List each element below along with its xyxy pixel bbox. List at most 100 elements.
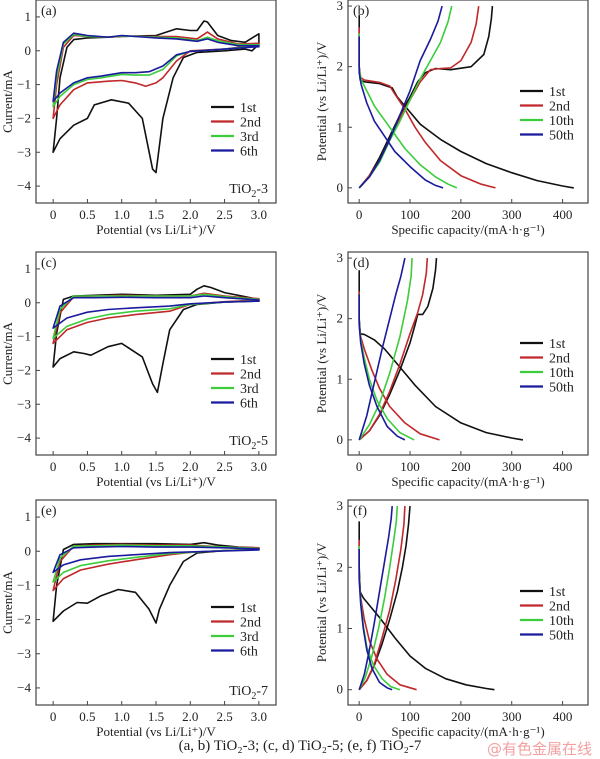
y-tick-label: 1 [337, 371, 344, 386]
y-tick-label: 1 [25, 9, 32, 24]
series-line-3rd [52, 33, 260, 108]
panel-d: 0 100 200 300 400 3 2 1 0 Specific capacity/(mA·h… [314, 250, 589, 489]
discharge-curve-10th [358, 294, 415, 441]
x-tick-label: 3.0 [251, 709, 267, 724]
series-group [358, 5, 574, 189]
x-axis-label: Specific capacity/(mA·h·g⁻¹) [391, 474, 544, 489]
y-tick-label: 3 [337, 498, 344, 513]
x-tick-label: 400 [553, 459, 573, 474]
legend-label: 1st [240, 601, 256, 616]
panel-a: 0 0.5 1.0 1.5 2.0 2.5 3.0 1 0 −1 −2 −3 −4 Potential (… [0, 0, 277, 237]
x-tick-label: 3.0 [251, 207, 267, 222]
charge-curve-2nd [358, 258, 429, 441]
series-line-6th [52, 295, 260, 329]
y-tick-label: 2 [337, 59, 344, 74]
x-tick-label: 100 [400, 207, 420, 222]
x-tick-label: 400 [553, 207, 573, 222]
discharge-curve-50th [358, 294, 406, 441]
legend-label: 3rd [240, 630, 259, 645]
y-tick-label: −2 [17, 362, 31, 377]
panel-label: (b) [353, 4, 370, 19]
series-group [52, 20, 260, 174]
series-group [358, 506, 495, 691]
y-tick-label: 3 [337, 0, 344, 13]
panel-label: (d) [353, 256, 370, 271]
y-tick-label: 1 [337, 119, 344, 134]
panel-c: 0 0.5 1.0 1.5 2.0 2.5 3.0 1 0 −1 −2 −3 −4 Potential (… [0, 251, 277, 489]
x-tick-label: 2.5 [216, 459, 232, 474]
x-tick-label: 400 [553, 709, 573, 724]
x-tick-label: 0.5 [79, 709, 95, 724]
panel-label: (f) [353, 504, 367, 519]
charge-curve-10th [358, 5, 453, 189]
y-axis-label: Current/mA [0, 570, 15, 633]
x-tick-label: 100 [400, 459, 420, 474]
legend-label: 2nd [549, 600, 570, 615]
x-tick-label: 2.0 [182, 207, 198, 222]
x-axis-label: Potential (vs Li/Li⁺)/V [96, 222, 216, 237]
y-tick-label: 2 [337, 559, 344, 574]
legend-label: 50th [549, 629, 574, 644]
x-tick-label: 300 [502, 207, 522, 222]
x-tick-label: 300 [502, 459, 522, 474]
panel-label: (c) [41, 256, 57, 271]
legend-label: 2nd [240, 368, 261, 383]
y-tick-label: 0 [25, 295, 32, 310]
y-tick-label: 0 [337, 432, 344, 447]
legend-label: 1st [240, 353, 256, 368]
legend-label: 3rd [240, 382, 259, 397]
discharge-curve-1st [358, 15, 574, 189]
plot-frame [347, 0, 589, 204]
charge-curve-50th [358, 5, 443, 189]
legend-label: 1st [240, 101, 256, 116]
y-tick-label: 0 [25, 43, 32, 58]
y-tick-label: −3 [17, 646, 31, 661]
plot-frame [347, 499, 589, 706]
legend-label: 1st [549, 337, 565, 352]
x-tick-label: 1.0 [114, 709, 130, 724]
y-tick-label: 1 [25, 509, 32, 524]
legend-label: 2nd [549, 352, 570, 367]
y-tick-label: 3 [337, 250, 344, 265]
y-axis-label: Current/mA [0, 69, 15, 132]
x-axis-label: Specific capacity/(mA·h·g⁻¹) [391, 222, 544, 237]
discharge-curve-1st [358, 270, 524, 441]
discharge-curve-50th [358, 36, 444, 189]
x-tick-label: 0 [50, 459, 57, 474]
legend-label: 6th [240, 145, 258, 160]
y-tick-label: 2 [337, 311, 344, 326]
x-tick-label: 1.5 [148, 709, 164, 724]
y-tick-label: −1 [17, 329, 31, 344]
y-tick-label: −1 [17, 577, 31, 592]
y-tick-label: −2 [17, 110, 31, 125]
x-tick-label: 1.0 [114, 207, 130, 222]
panel-f: 0 100 200 300 400 3 2 1 0 Specific capacity/(mA·h… [314, 498, 589, 739]
x-tick-label: 0 [356, 207, 363, 222]
legend-label: 2nd [240, 616, 261, 631]
legend-label: 6th [240, 397, 258, 412]
plot-frame [347, 251, 589, 456]
series-group [52, 541, 260, 624]
x-axis-label: Specific capacity/(mA·h·g⁻¹) [391, 724, 544, 739]
sample-label: TiO2-5 [229, 434, 268, 452]
legend-label: 50th [549, 381, 574, 396]
x-tick-label: 3.0 [251, 459, 267, 474]
charge-curve-10th [358, 258, 413, 441]
series-line-2nd [52, 31, 260, 120]
x-axis-label: Potential (vs Li/Li⁺)/V [96, 474, 216, 489]
legend-label: 6th [240, 645, 258, 660]
discharge-curve-1st [358, 521, 495, 691]
charge-curve-50th [358, 257, 406, 441]
legend-label: 2nd [240, 116, 261, 131]
y-axis-label: Current/mA [0, 321, 15, 384]
discharge-curve-50th [358, 549, 393, 691]
legend-label: 10th [549, 366, 574, 381]
y-tick-label: −4 [17, 680, 31, 695]
y-axis-label: Potential (vs Li/Li⁺)/V [314, 542, 329, 662]
sample-label: TiO2-7 [229, 684, 268, 702]
x-tick-label: 2.5 [216, 207, 232, 222]
